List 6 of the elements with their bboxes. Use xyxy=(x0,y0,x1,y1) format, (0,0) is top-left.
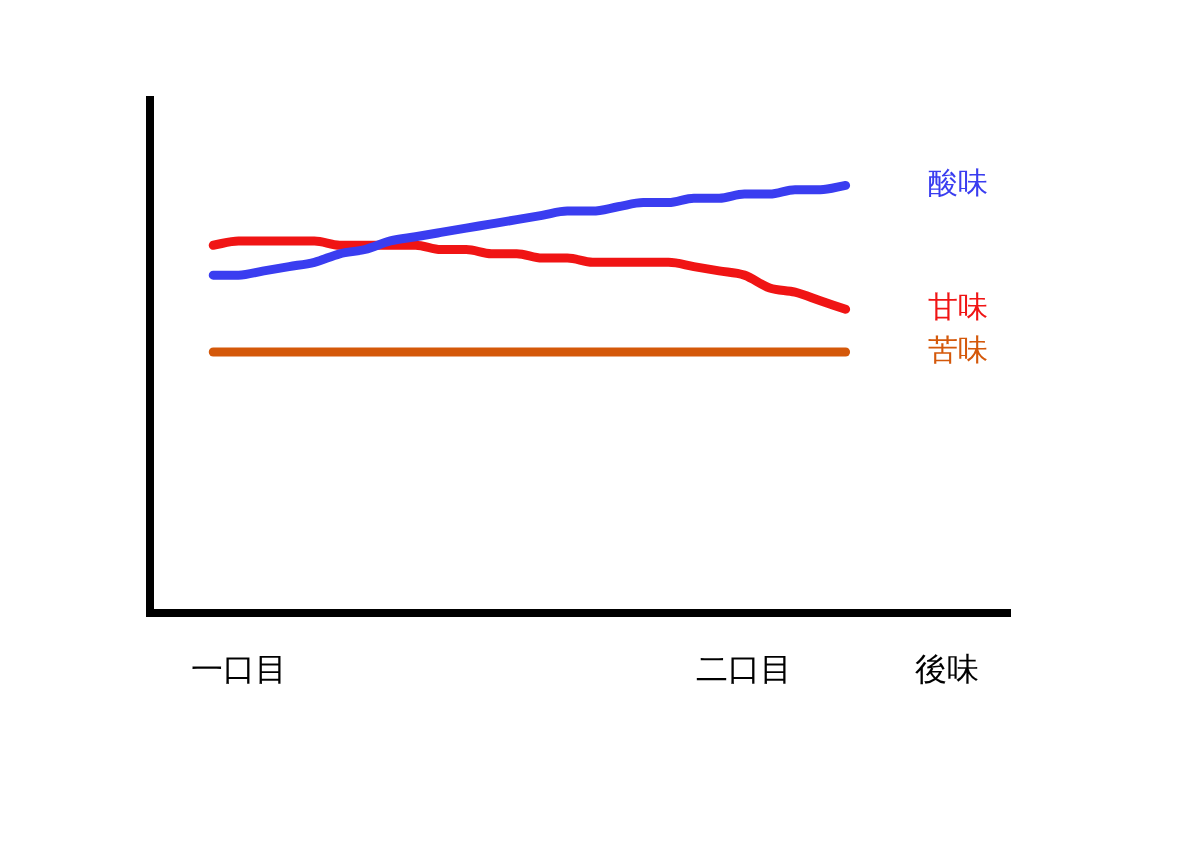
x-tick-label: 二口目 xyxy=(696,650,793,689)
text: 苦味 xyxy=(927,331,988,367)
text: 甘味 xyxy=(927,289,988,325)
x-tick-label: 後味 xyxy=(914,650,979,689)
x-tick-label: 一口目 xyxy=(190,650,287,689)
text: 酸味 xyxy=(927,165,988,201)
